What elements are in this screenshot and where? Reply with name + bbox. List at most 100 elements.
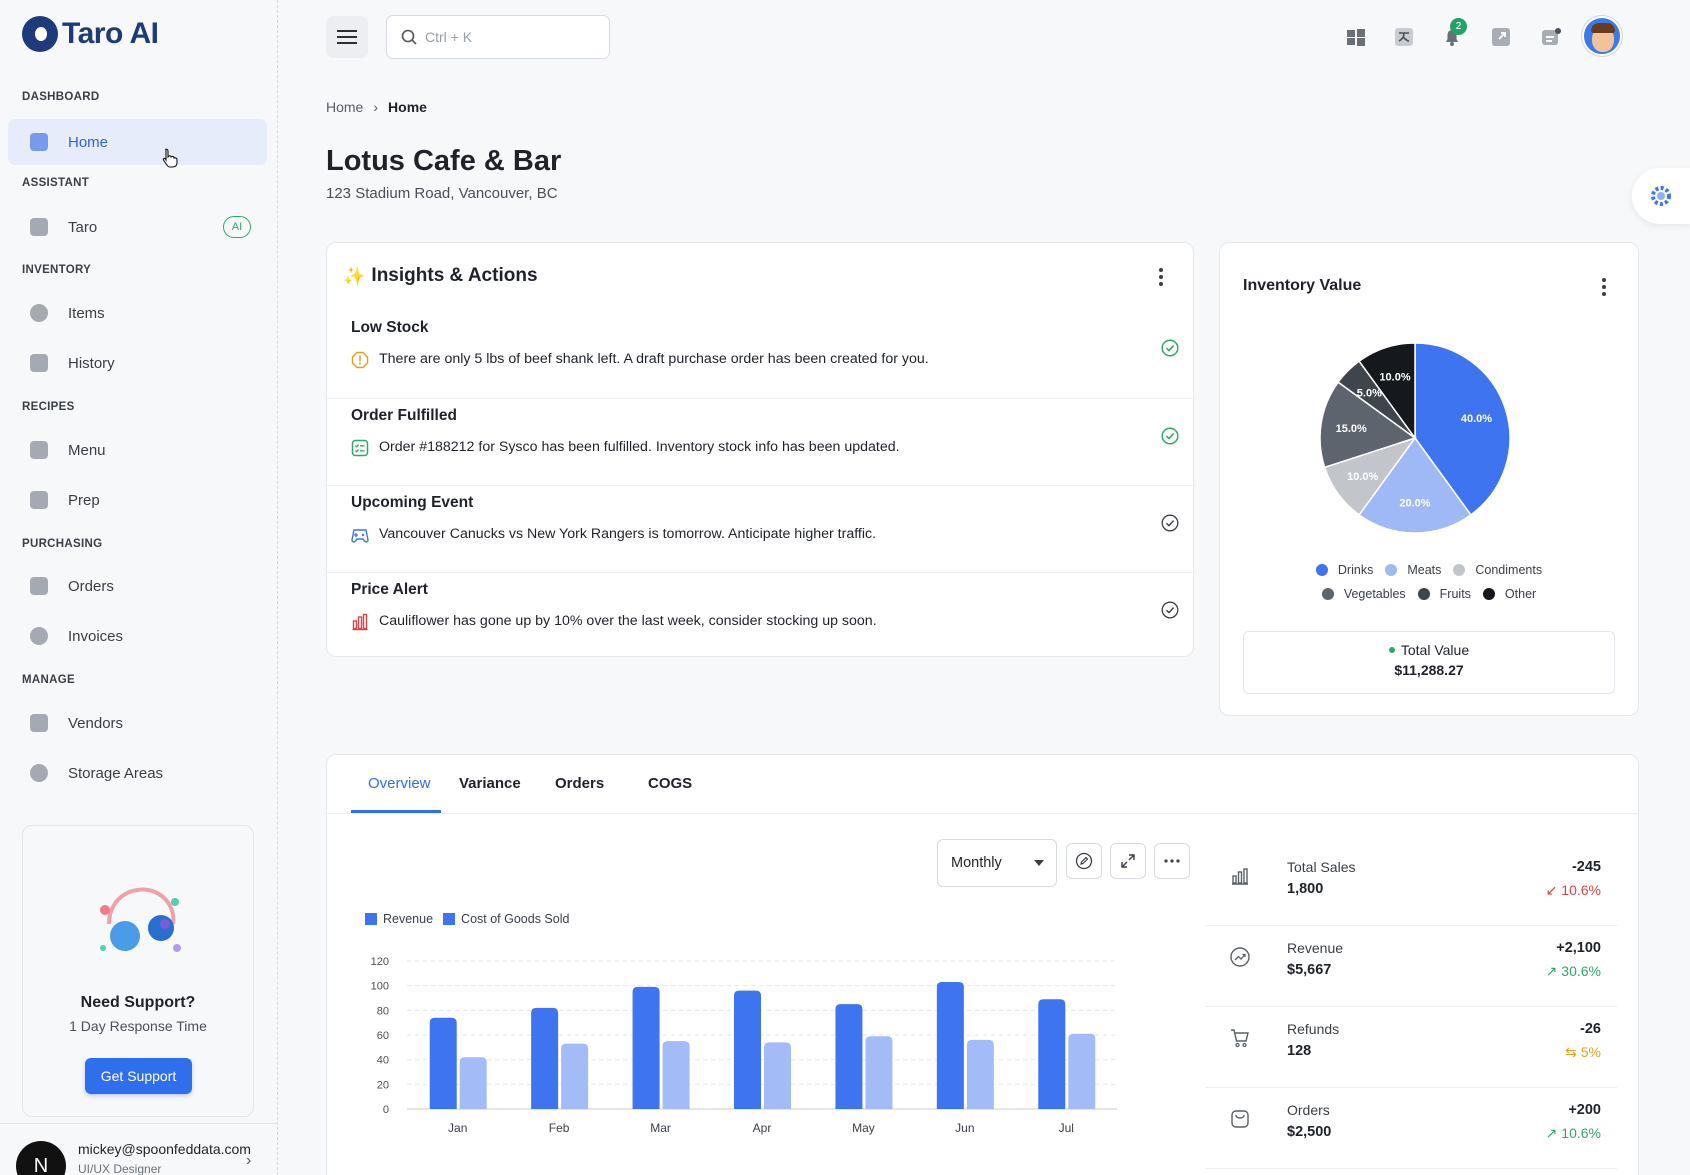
expand-icon[interactable] (1489, 25, 1513, 49)
kpi-value: 1,800 (1287, 881, 1324, 897)
check-circle-icon[interactable] (1161, 339, 1179, 357)
support-title: Need Support? (80, 994, 196, 1011)
sidebar-item-home[interactable]: Home (8, 119, 267, 165)
legend-item-fruits[interactable]: Fruits (1417, 587, 1471, 601)
inventory-more-icon[interactable] (1594, 277, 1614, 297)
invoices-icon (30, 627, 48, 645)
bar-revenue[interactable] (835, 1004, 863, 1109)
inventory-pie-chart: 40.0% 20.0% 10.0% 15.0% 5.0% 10.0% (1319, 342, 1511, 534)
history-icon (30, 354, 48, 372)
check-circle-icon[interactable] (1161, 514, 1179, 532)
period-select[interactable]: Monthly (937, 839, 1057, 887)
pie-slice-drinks[interactable] (1414, 342, 1511, 516)
bar-cogs[interactable] (459, 1057, 487, 1109)
sidebar-item-storage-areas[interactable]: Storage Areas (8, 750, 267, 796)
sidebar-item-orders[interactable]: Orders (8, 563, 267, 609)
chevron-right-icon: › (373, 99, 379, 115)
insight-item[interactable]: Order Fulfilled Order #188212 for Sysco … (327, 398, 1195, 485)
bar-revenue[interactable] (734, 990, 761, 1109)
search-input[interactable] (425, 29, 595, 45)
notification-badge: 2 (1450, 18, 1467, 35)
messages-icon[interactable] (1539, 25, 1563, 49)
insights-header: ✨ Insights & Actions (343, 265, 538, 287)
check-circle-icon[interactable] (1161, 427, 1179, 445)
prep-icon (30, 491, 48, 509)
sidebar-item-label: Orders (68, 577, 114, 595)
legend-item-condiments[interactable]: Condiments (1453, 563, 1542, 577)
sidebar-item-menu[interactable]: Menu (8, 427, 267, 473)
bar-cogs[interactable] (865, 1036, 893, 1109)
kpi-percent: ↗ 10.6% (1545, 1125, 1601, 1141)
kpi-refunds[interactable]: Refunds 128 -26 ⇆ 5% (1205, 1007, 1617, 1088)
sidebar-item-vendors[interactable]: Vendors (8, 700, 267, 746)
legend-item-revenue[interactable]: Revenue (365, 912, 433, 926)
pie-slice-other[interactable] (1358, 342, 1416, 441)
tab-orders[interactable]: Orders (555, 775, 605, 792)
insight-item[interactable]: Price Alert Cauliflower has gone up by 1… (327, 572, 1195, 659)
warning-icon (351, 351, 369, 369)
kpi-orders[interactable]: Orders $2,500 +200 ↗ 10.6% (1205, 1088, 1617, 1169)
chevron-right-icon[interactable]: › (246, 1152, 252, 1169)
search-box[interactable] (386, 15, 610, 59)
edit-chart-button[interactable] (1066, 843, 1102, 879)
sidebar-item-history[interactable]: History (8, 340, 267, 386)
check-circle-icon[interactable] (1161, 601, 1179, 619)
legend-item-drinks[interactable]: Drinks (1315, 563, 1373, 577)
sidebar-item-invoices[interactable]: Invoices (8, 613, 267, 659)
tab-bar: Overview Variance Orders COGS (327, 755, 1638, 814)
menu-book-icon (30, 441, 48, 459)
legend-item-other[interactable]: Other (1482, 587, 1536, 601)
insight-item[interactable]: Low Stock There are only 5 lbs of beef s… (327, 311, 1195, 398)
windows-icon[interactable] (1344, 25, 1368, 49)
section-purchasing: PURCHASING (22, 538, 103, 550)
user-avatar[interactable] (1582, 16, 1622, 56)
sidebar-item-prep[interactable]: Prep (8, 477, 267, 523)
legend-item-cogs[interactable]: Cost of Goods Sold (443, 912, 569, 926)
hamburger-menu-button[interactable] (326, 16, 368, 58)
bar-cogs[interactable] (966, 1039, 994, 1109)
tab-overview[interactable]: Overview (368, 775, 431, 792)
kpi-revenue[interactable]: Revenue $5,667 +2,100 ↗ 30.6% (1205, 926, 1617, 1007)
revenue-cogs-bar-chart: 0 20 40 60 80 100 120 Jan Feb Mar Apr May Jun Jul (371, 956, 1117, 1135)
bar-cogs[interactable] (764, 1042, 791, 1109)
get-support-button[interactable]: Get Support (85, 1058, 192, 1094)
user-profile[interactable]: N mickey@spoonfeddata.com UI/UX Designer… (0, 1123, 278, 1175)
settings-fab[interactable] (1632, 168, 1690, 224)
bar-revenue[interactable] (936, 981, 964, 1109)
section-manage: MANAGE (22, 674, 75, 686)
legend-item-meats[interactable]: Meats (1385, 563, 1441, 577)
x-tick-label: Apr (753, 1121, 772, 1135)
vendors-icon (30, 714, 48, 732)
bar-cogs[interactable] (1068, 1033, 1096, 1109)
sidebar-item-items[interactable]: Items (8, 290, 267, 336)
bar-revenue[interactable] (632, 986, 660, 1109)
bar-revenue[interactable] (531, 1007, 559, 1109)
kpi-delta: +200 (1568, 1102, 1601, 1118)
logo[interactable]: Taro AI (22, 16, 159, 52)
fullscreen-button[interactable] (1110, 843, 1146, 879)
kpi-value: $5,667 (1287, 962, 1332, 978)
kpi-percent: ↗ 30.6% (1545, 963, 1601, 979)
more-options-button[interactable] (1154, 843, 1190, 879)
kpi-total-sales[interactable]: Total Sales 1,800 -245 ↙ 10.6% (1205, 845, 1617, 926)
section-inventory: INVENTORY (22, 264, 92, 276)
kpi-label: Revenue (1287, 940, 1344, 956)
breadcrumb-current: Home (388, 99, 427, 115)
tab-variance[interactable]: Variance (459, 775, 521, 792)
bars-icon (1232, 868, 1248, 885)
breadcrumb-home-link[interactable]: Home (326, 99, 364, 115)
bar-cogs[interactable] (561, 1043, 589, 1109)
app-name: Taro AI (62, 17, 159, 50)
translate-icon[interactable] (1392, 25, 1416, 49)
tab-cogs[interactable]: COGS (648, 775, 693, 792)
pie-slice-meats[interactable] (1358, 436, 1472, 534)
legend-item-vegetables[interactable]: Vegetables (1321, 587, 1406, 601)
pie-slice-vegetables[interactable] (1319, 381, 1417, 469)
insight-item[interactable]: Upcoming Event Vancouver Canucks vs New … (327, 485, 1195, 572)
bar-revenue[interactable] (429, 1017, 457, 1109)
bar-revenue[interactable] (1038, 999, 1066, 1109)
insights-more-icon[interactable] (1151, 267, 1171, 287)
sidebar-item-taro[interactable]: Taro AI (8, 204, 267, 250)
sparkles-icon: ✨ (343, 265, 366, 286)
bar-cogs[interactable] (662, 1041, 690, 1109)
